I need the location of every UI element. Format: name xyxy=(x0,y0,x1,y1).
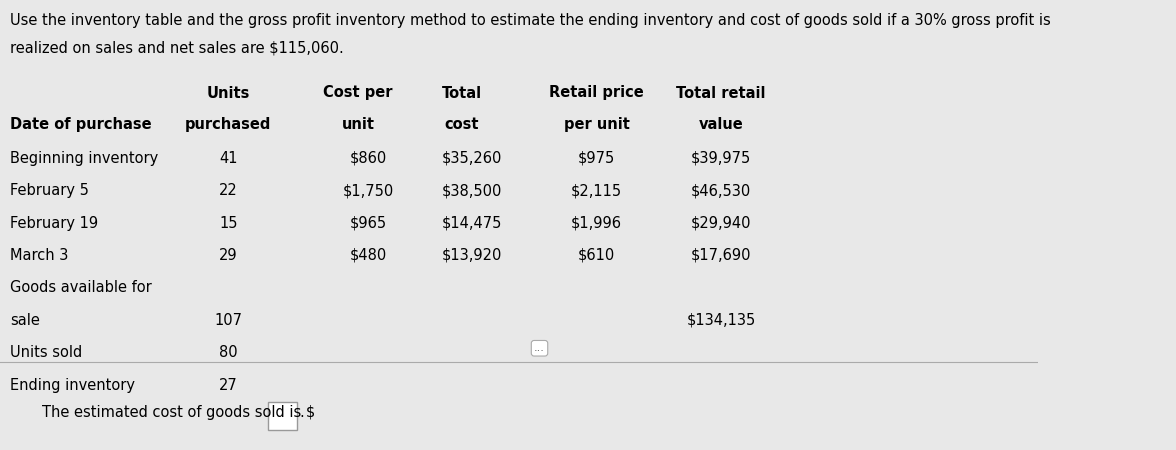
Text: ...: ... xyxy=(534,343,544,353)
Text: 27: 27 xyxy=(219,378,238,392)
Text: 107: 107 xyxy=(214,313,242,328)
Text: Goods available for: Goods available for xyxy=(11,280,152,295)
Text: $46,530: $46,530 xyxy=(691,183,751,198)
Text: $38,500: $38,500 xyxy=(442,183,502,198)
Text: $35,260: $35,260 xyxy=(442,151,502,166)
Text: cost: cost xyxy=(445,117,479,132)
Text: 15: 15 xyxy=(219,216,238,230)
Text: .: . xyxy=(300,405,305,420)
Text: Total retail: Total retail xyxy=(676,86,766,100)
Text: $1,996: $1,996 xyxy=(572,216,622,230)
Text: $29,940: $29,940 xyxy=(690,216,751,230)
Text: $39,975: $39,975 xyxy=(691,151,751,166)
Text: $134,135: $134,135 xyxy=(687,313,756,328)
Text: $2,115: $2,115 xyxy=(572,183,622,198)
Text: Beginning inventory: Beginning inventory xyxy=(11,151,159,166)
Text: $975: $975 xyxy=(577,151,615,166)
Text: $965: $965 xyxy=(349,216,387,230)
Text: $610: $610 xyxy=(577,248,615,263)
Text: sale: sale xyxy=(11,313,40,328)
Text: realized on sales and net sales are $115,060.: realized on sales and net sales are $115… xyxy=(11,40,345,55)
Text: 29: 29 xyxy=(219,248,238,263)
Text: February 19: February 19 xyxy=(11,216,99,230)
Text: $1,750: $1,750 xyxy=(342,183,394,198)
Text: Use the inventory table and the gross profit inventory method to estimate the en: Use the inventory table and the gross pr… xyxy=(11,14,1051,28)
Text: $860: $860 xyxy=(349,151,387,166)
Text: The estimated cost of goods sold is $: The estimated cost of goods sold is $ xyxy=(41,405,315,420)
Text: 22: 22 xyxy=(219,183,238,198)
Text: March 3: March 3 xyxy=(11,248,68,263)
Text: Cost per: Cost per xyxy=(323,86,393,100)
Text: per unit: per unit xyxy=(563,117,629,132)
Text: 80: 80 xyxy=(219,345,238,360)
Text: Ending inventory: Ending inventory xyxy=(11,378,135,392)
Text: Retail price: Retail price xyxy=(549,86,644,100)
Text: purchased: purchased xyxy=(185,117,272,132)
Text: Date of purchase: Date of purchase xyxy=(11,117,152,132)
Text: February 5: February 5 xyxy=(11,183,89,198)
Text: 41: 41 xyxy=(219,151,238,166)
FancyBboxPatch shape xyxy=(268,402,296,430)
Text: $17,690: $17,690 xyxy=(690,248,751,263)
Text: $14,475: $14,475 xyxy=(442,216,502,230)
Text: Units: Units xyxy=(207,86,250,100)
Text: $13,920: $13,920 xyxy=(442,248,502,263)
Text: $480: $480 xyxy=(349,248,387,263)
Text: unit: unit xyxy=(341,117,374,132)
Text: value: value xyxy=(699,117,743,132)
Text: Total: Total xyxy=(442,86,482,100)
Text: Units sold: Units sold xyxy=(11,345,82,360)
